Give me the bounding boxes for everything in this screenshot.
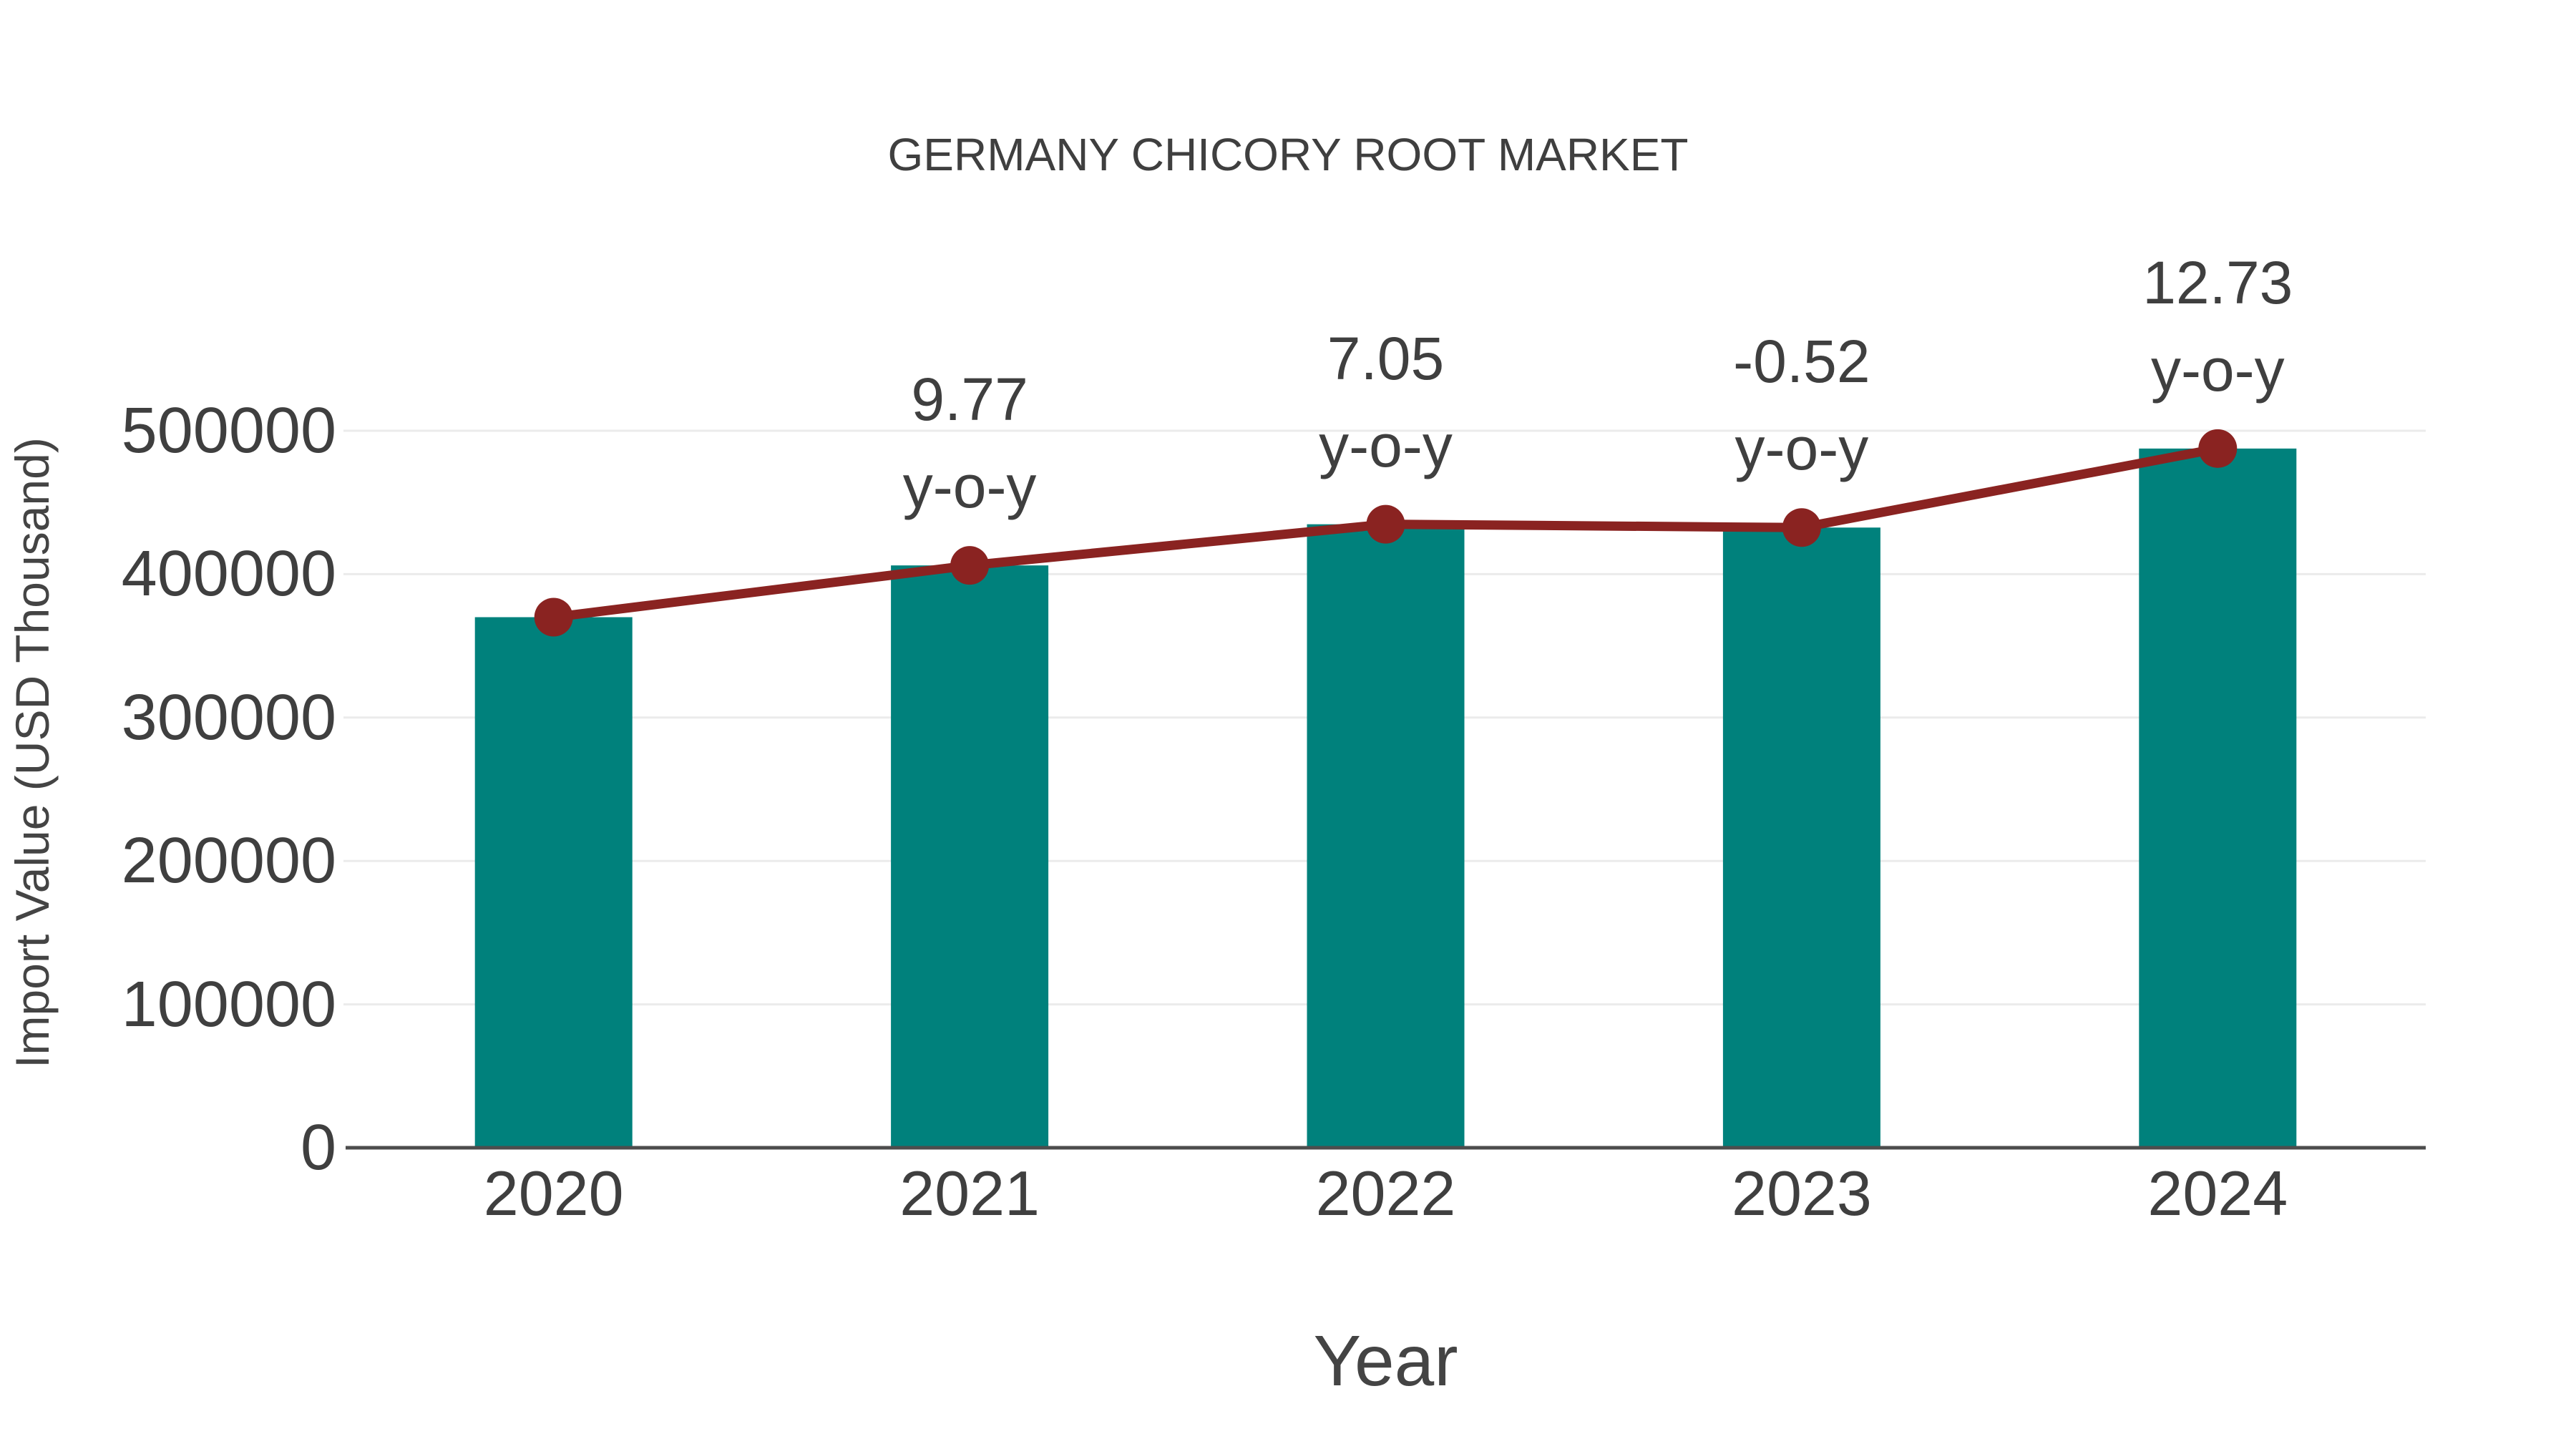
bar-2023: [1722, 527, 1880, 1148]
yoy-marker-2023: [1782, 508, 1821, 547]
yoy-annotation-suffix: y-o-y: [2150, 336, 2285, 404]
yoy-annotation-suffix: y-o-y: [1735, 415, 1869, 483]
bar-2021: [891, 565, 1049, 1148]
bar-2022: [1307, 524, 1465, 1148]
yoy-annotation-value: 12.73: [2142, 248, 2293, 316]
yoy-marker-2020: [534, 597, 573, 637]
yoy-annotation-value: 9.77: [911, 366, 1028, 434]
yoy-annotation-suffix: y-o-y: [1319, 411, 1453, 479]
x-tick-label-2023: 2023: [1732, 1158, 1872, 1229]
yoy-annotation-value: -0.52: [1733, 328, 1870, 396]
x-tick-label-2021: 2021: [899, 1158, 1040, 1229]
yoy-annotation-suffix: y-o-y: [902, 453, 1037, 521]
x-tick-label-2020: 2020: [483, 1158, 624, 1229]
yoy-marker-2021: [950, 546, 990, 585]
y-tick-label-200000: 200000: [121, 825, 336, 897]
y-tick-label-500000: 500000: [121, 395, 336, 467]
chart-title: GERMANY CHICORY ROOT MARKET: [887, 129, 1689, 180]
x-tick-label-2024: 2024: [2147, 1158, 2288, 1229]
y-tick-label-0: 0: [300, 1112, 336, 1184]
yoy-annotation-2022: 7.05 y-o-y: [1207, 315, 1565, 489]
yoy-annotation-2023: -0.52 y-o-y: [1623, 318, 1981, 492]
yoy-annotation-2024: 12.73 y-o-y: [2039, 239, 2396, 414]
y-tick-label-300000: 300000: [121, 681, 336, 753]
yoy-annotation-2021: 9.77 y-o-y: [791, 356, 1148, 530]
y-tick-label-400000: 400000: [121, 538, 336, 610]
bar-2020: [474, 617, 633, 1148]
x-tick-label-2022: 2022: [1315, 1158, 1456, 1229]
yoy-marker-2022: [1366, 504, 1405, 544]
y-tick-label-100000: 100000: [121, 968, 336, 1040]
yoy-marker-2024: [2198, 429, 2238, 468]
x-axis-title: Year: [1313, 1321, 1458, 1401]
bar-2024: [2139, 448, 2297, 1148]
yoy-annotation-value: 7.05: [1327, 324, 1445, 392]
